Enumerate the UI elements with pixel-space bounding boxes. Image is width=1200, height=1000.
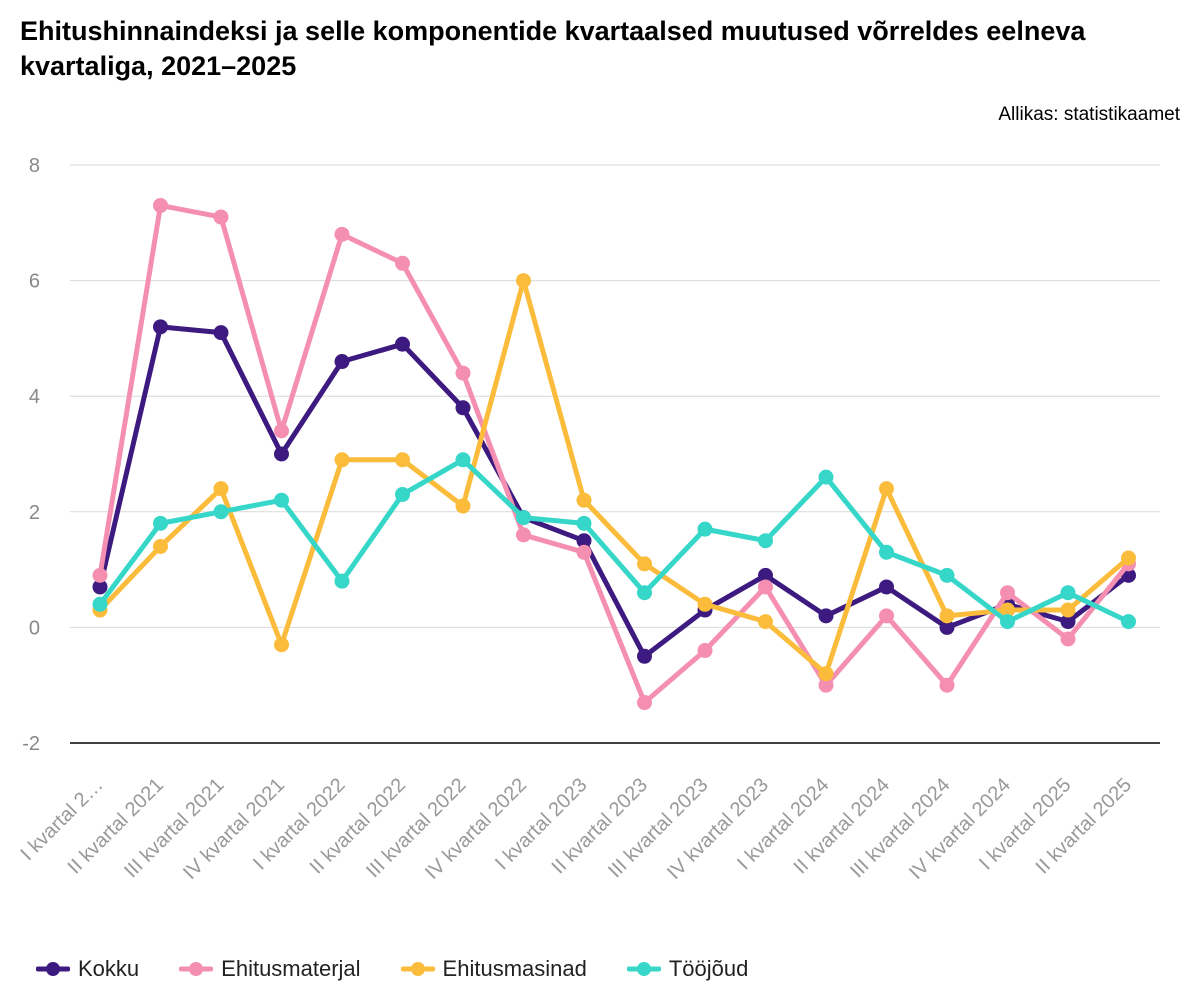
data-point (213, 209, 229, 225)
y-tick-label: 8 (29, 155, 40, 177)
data-point (455, 452, 471, 468)
data-point (92, 567, 108, 583)
data-point (758, 533, 773, 549)
grid-layer (70, 164, 1160, 744)
legend-label: Ehitusmaterjal (221, 956, 361, 981)
series-Tööjõud (92, 452, 1136, 630)
data-point (153, 538, 168, 554)
series-line (97, 202, 1131, 706)
data-point (939, 619, 955, 635)
data-point (1060, 631, 1076, 647)
series-Ehitusmaterjal (92, 197, 1136, 711)
legend-label: Ehitusmasinad (442, 956, 587, 981)
data-point (516, 510, 531, 526)
data-point (1000, 602, 1015, 618)
data-point (818, 608, 834, 624)
data-point (1060, 614, 1076, 630)
data-point (818, 666, 834, 682)
y-tick-label: -2 (22, 733, 40, 755)
y-tick-label: 0 (29, 617, 40, 639)
legend-item: Kokku (36, 956, 139, 982)
data-point (334, 452, 350, 468)
data-point (153, 197, 168, 213)
data-point (637, 556, 652, 572)
legend-item: Ehitusmasinad (400, 956, 587, 982)
data-point (879, 579, 894, 595)
legend-swatch-icon (400, 962, 435, 976)
data-point (637, 695, 652, 711)
data-point (1121, 614, 1136, 630)
series-Ehitusmasinad (92, 273, 1136, 682)
chart-title: Ehitushinnaindeksi ja selle komponentide… (20, 16, 1086, 81)
data-point (516, 527, 531, 543)
y-tick-label: 2 (29, 502, 40, 524)
series-line (97, 278, 1131, 677)
data-point (576, 544, 592, 560)
data-point (879, 608, 894, 624)
data-point (818, 469, 834, 485)
data-point (576, 515, 592, 531)
data-point (213, 504, 229, 520)
data-point (939, 567, 955, 583)
data-point (1000, 614, 1015, 630)
data-point (455, 400, 471, 416)
data-point (1060, 602, 1076, 618)
data-point (516, 273, 531, 289)
data-point (758, 567, 773, 583)
data-point (334, 226, 350, 242)
legend: Kokku Ehitusmaterjal Ehitusmasinad Tööjõud (36, 956, 788, 982)
data-point (92, 579, 108, 595)
legend-item: Tööjõud (626, 956, 749, 982)
source-note: Allikas: statistikaamet (998, 104, 1180, 125)
data-point (395, 452, 410, 468)
data-point (153, 319, 168, 335)
data-point (153, 515, 168, 531)
legend-item: Ehitusmaterjal (179, 956, 361, 982)
data-point (395, 255, 410, 271)
series-line (97, 324, 1131, 659)
data-point (576, 492, 592, 508)
data-point (758, 614, 773, 630)
series-layer (92, 197, 1136, 711)
legend-label: Kokku (78, 956, 140, 981)
data-point (92, 596, 108, 612)
data-point (697, 521, 713, 537)
data-point (697, 643, 713, 659)
data-point (213, 481, 229, 497)
data-point (213, 325, 229, 341)
series-line (97, 457, 1131, 625)
data-point (879, 544, 894, 560)
data-point (395, 486, 410, 502)
data-point (818, 677, 834, 693)
legend-swatch-icon (179, 962, 214, 976)
data-point (1000, 585, 1015, 601)
y-tick-label: 4 (29, 386, 40, 408)
data-point (939, 677, 955, 693)
y-tick-label: 6 (29, 271, 40, 293)
legend-label: Tööjõud (668, 956, 749, 981)
data-point (637, 585, 652, 601)
legend-swatch-icon (36, 962, 70, 976)
data-point (1060, 585, 1076, 601)
data-point (274, 423, 289, 439)
data-point (274, 637, 289, 653)
data-point (334, 573, 350, 589)
legend-swatch-icon (626, 962, 661, 976)
y-axis-ticks: 8 6 4 2 0 -2 (22, 155, 40, 755)
data-point (395, 336, 410, 352)
data-point (879, 481, 894, 497)
data-point (1121, 550, 1136, 566)
data-point (274, 492, 289, 508)
data-point (455, 498, 471, 514)
data-point (758, 579, 773, 595)
data-point (697, 596, 713, 612)
data-point (939, 608, 955, 624)
data-point (274, 446, 289, 462)
data-point (334, 354, 350, 370)
data-point (637, 648, 652, 664)
data-point (455, 365, 471, 381)
data-point (576, 533, 592, 549)
